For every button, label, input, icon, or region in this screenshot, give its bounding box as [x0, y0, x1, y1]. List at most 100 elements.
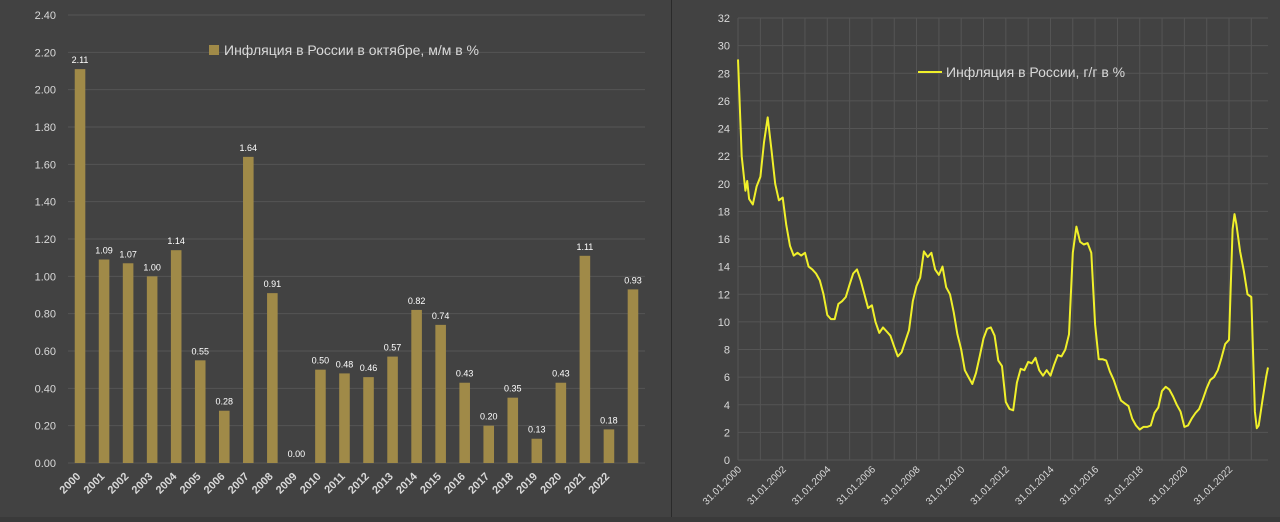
bar-data-label: 0.82: [408, 296, 426, 306]
x-tick-label: 31.01.2004: [790, 464, 833, 507]
bar-data-label: 0.57: [384, 343, 402, 353]
x-tick-label: 2017: [466, 471, 492, 497]
bar: [243, 156, 254, 463]
panel-divider: [671, 0, 672, 517]
y-tick-label: 2.20: [35, 47, 56, 59]
bar-data-label: 1.64: [240, 143, 258, 153]
x-tick-label: 31.01.2010: [924, 464, 967, 507]
y-tick-label: 1.00: [35, 271, 56, 283]
y-tick-label: 28: [718, 68, 730, 80]
legend-label: Инфляция в России в октябре, м/м в %: [224, 42, 479, 58]
x-tick-label: 2004: [154, 470, 180, 496]
bar-data-label: 1.00: [143, 262, 161, 272]
x-tick-label: 31.01.2008: [879, 464, 922, 507]
y-tick-label: 24: [718, 124, 730, 136]
y-tick-label: 2.00: [35, 85, 56, 97]
x-tick-label: 2001: [82, 471, 108, 497]
bar-data-label: 0.20: [480, 412, 498, 422]
bar-data-label: 0.00: [288, 449, 306, 459]
x-tick-label: 2018: [490, 471, 516, 497]
legend-label: Инфляция в России, г/г в %: [946, 64, 1125, 80]
bar: [459, 382, 470, 463]
x-tick-label: 31.01.2000: [701, 464, 744, 507]
bar-data-label: 2.11: [72, 55, 89, 65]
y-tick-label: 14: [718, 262, 730, 274]
bar: [74, 69, 86, 463]
x-tick-label: 31.01.2022: [1192, 464, 1235, 507]
x-tick-label: 2016: [442, 471, 468, 497]
x-tick-label: 2011: [322, 471, 347, 496]
bar: [627, 289, 639, 463]
x-tick-label: 31.01.2012: [969, 464, 1012, 507]
bar-data-label: 0.18: [600, 415, 618, 425]
bar: [98, 259, 110, 463]
bar-data-label: 0.50: [312, 356, 330, 366]
y-tick-label: 0.40: [35, 383, 56, 395]
x-tick-label: 31.01.2002: [746, 464, 789, 507]
bar: [555, 382, 567, 463]
bar: [315, 369, 326, 463]
y-tick-label: 1.60: [35, 159, 56, 171]
series-line: [737, 59, 1269, 431]
bar-data-label: 0.48: [336, 359, 354, 369]
y-tick-label: 8: [724, 345, 730, 357]
bar-data-label: 0.13: [528, 425, 546, 435]
bar: [146, 276, 158, 463]
x-tick-label: 31.01.2006: [835, 464, 878, 507]
bar-data-label: 1.14: [167, 236, 185, 246]
y-tick-label: 0.80: [35, 309, 56, 321]
y-tick-label: 0.60: [35, 346, 56, 358]
bar-data-label: 1.07: [119, 249, 137, 259]
x-tick-label: 2013: [370, 471, 396, 497]
y-tick-label: 30: [718, 41, 730, 53]
y-tick-label: 10: [718, 317, 730, 329]
x-tick-label: 2022: [586, 471, 612, 497]
bar-chart: 0.00 0.20 0.40 0.60 0.80 1.00 1.20 1.40 1.60 1.80…: [35, 10, 645, 497]
bar-chart-panel: 0.00 0.20 0.40 0.60 0.80 1.00 1.20 1.40 1.60 1.80…: [34, 10, 645, 497]
bar: [218, 410, 230, 463]
x-tick-label: 2014: [394, 470, 420, 496]
y-tick-label: 22: [718, 151, 730, 163]
y-tick-label: 16: [718, 234, 730, 246]
bar: [531, 438, 543, 463]
legend: Инфляция в России, г/г в %: [918, 64, 1125, 80]
y-tick-label: 26: [718, 96, 730, 108]
legend: Инфляция в России в октябре, м/м в %: [209, 42, 479, 58]
x-tick-label: 31.01.2020: [1147, 464, 1190, 507]
x-tick-label: 2010: [298, 471, 324, 497]
bar: [387, 356, 398, 463]
y-tick-label: 1.80: [35, 122, 56, 134]
x-tick-label: 2015: [418, 471, 444, 497]
bar: [507, 397, 519, 463]
y-tick-label: 2.40: [35, 10, 56, 22]
bar-data-label: 0.93: [624, 275, 642, 285]
legend-swatch: [209, 45, 219, 55]
y-tick-label: 32: [718, 13, 730, 25]
bar-data-label: 0.74: [432, 311, 450, 321]
y-tick-label: 0.20: [35, 421, 56, 433]
bar: [579, 255, 591, 463]
bar: [170, 250, 182, 463]
bar: [339, 373, 350, 463]
y-tick-label: 4: [724, 400, 730, 412]
x-tick-label: 2006: [202, 471, 228, 497]
bar-data-label: 0.28: [216, 397, 234, 407]
bar: [267, 293, 278, 463]
bar: [194, 360, 206, 463]
x-tick-label: 2019: [514, 471, 540, 497]
y-tick-label: 2: [724, 427, 730, 439]
bar: [435, 324, 446, 463]
x-tick-label: 2005: [178, 471, 204, 497]
x-tick-label: 2012: [346, 471, 372, 497]
y-tick-label: 1.20: [35, 234, 56, 246]
y-tick-label: 18: [718, 206, 730, 218]
bar: [603, 429, 615, 463]
x-tick-label: 2000: [58, 471, 84, 497]
y-tick-label: 20: [718, 179, 730, 191]
x-tick-label: 2007: [226, 471, 252, 497]
x-tick-label: 2009: [274, 471, 300, 497]
y-tick-label: 0: [724, 455, 730, 467]
x-tick-label: 2021: [562, 471, 588, 497]
x-tick-label: 2020: [538, 471, 564, 497]
